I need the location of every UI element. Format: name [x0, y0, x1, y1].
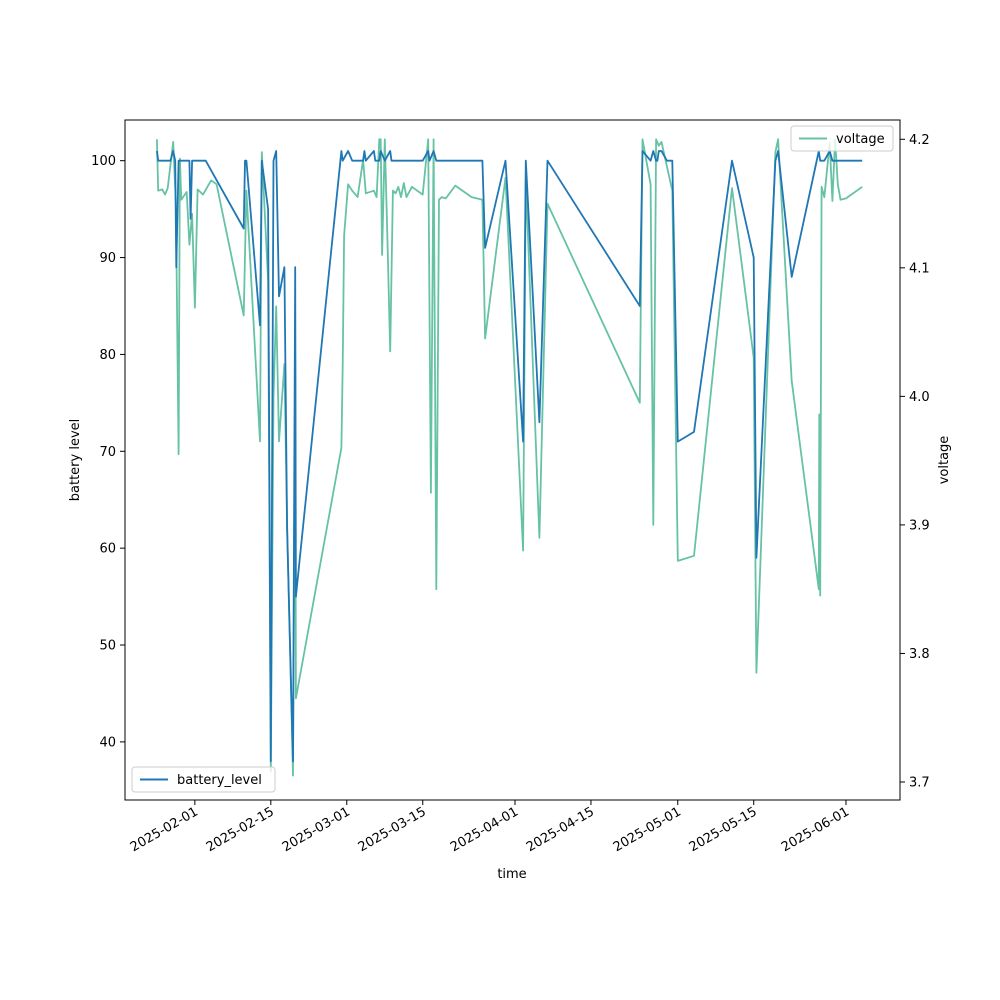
left-y-tick-label: 80 — [99, 348, 116, 363]
right-y-axis: 3.7 3.8 3.9 4.0 4.1 4.2 — [900, 133, 930, 791]
left-y-tick-label: 50 — [99, 639, 116, 654]
right-y-tick-label: 3.7 — [909, 776, 930, 791]
left-y-tick-label: 100 — [91, 154, 116, 169]
axes-frame — [124, 119, 901, 801]
left-y-axis: 40 50 60 70 80 90 100 — [91, 154, 125, 750]
right-y-tick-label: 3.9 — [909, 518, 930, 533]
left-y-tick-label: 90 — [99, 251, 116, 266]
legend-battery-level: battery_level — [131, 766, 276, 793]
right-y-tick-label: 3.8 — [909, 647, 930, 662]
right-y-tick-label: 4.1 — [909, 261, 930, 276]
plot-area — [156, 138, 863, 777]
x-axis-label: time — [497, 867, 526, 882]
legend-voltage: voltage — [790, 125, 894, 152]
left-y-tick-label: 70 — [99, 445, 116, 460]
legend-battery-level-label: battery_level — [177, 773, 262, 788]
series-line-voltage — [156, 138, 863, 777]
right-y-tick-label: 4.2 — [909, 133, 930, 148]
left-y-tick-label: 40 — [99, 735, 116, 750]
legend-voltage-label: voltage — [836, 132, 885, 147]
right-y-axis-label: voltage — [937, 436, 952, 485]
left-y-tick-label: 60 — [99, 542, 116, 557]
right-y-tick-label: 4.0 — [909, 390, 930, 405]
series-line-battery-level — [156, 150, 863, 763]
left-y-axis-label: battery level — [68, 419, 83, 502]
